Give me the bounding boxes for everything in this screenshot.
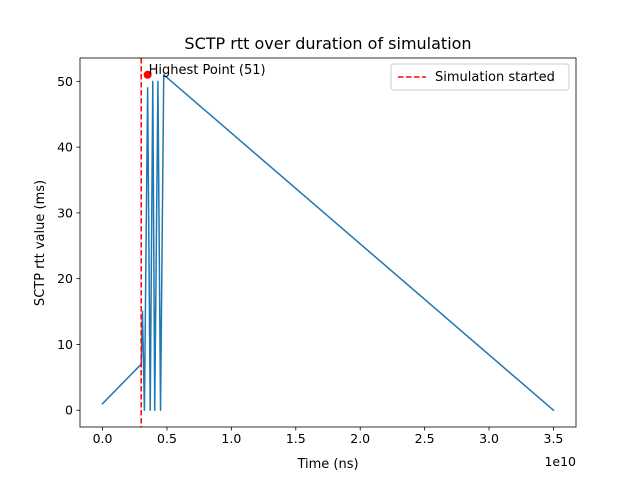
x-tick-label: 1.0 [221,431,241,446]
axes-frame [79,57,577,428]
highest-point-annotation: Highest Point (51) [149,63,266,78]
x-tick-label: 3.0 [479,431,499,446]
legend-label-simulation-start: Simulation started [435,70,555,85]
x-tick-label: 0.0 [93,431,113,446]
x-tick-label: 2.0 [350,431,370,446]
x-axis-offset-label: 1e10 [544,454,576,469]
legend-box [390,63,570,91]
x-axis-title: Time (ns) [296,457,358,472]
y-tick-label: 0 [65,403,73,418]
y-tick-label: 40 [57,140,73,155]
y-tick-label: 10 [57,337,73,352]
plot-area: Highest Point (51) 0.0 0.5 1.0 1.5 2.0 2.5 3.0 3… [57,57,577,446]
chart-title: SCTP rtt over duration of simulation [184,34,471,53]
series-line-0 [101,74,555,412]
x-tick-label: 2.5 [415,431,435,446]
highest-point-marker [143,70,152,79]
x-tick-label: 1.5 [286,431,306,446]
x-tick-label: 3.5 [544,431,564,446]
y-tick-label: 50 [57,74,73,89]
y-axis-title: SCTP rtt value (ms) [33,180,48,306]
y-tick-label: 30 [57,205,73,220]
x-tick-label: 0.5 [157,431,177,446]
y-tick-label: 20 [57,271,73,286]
